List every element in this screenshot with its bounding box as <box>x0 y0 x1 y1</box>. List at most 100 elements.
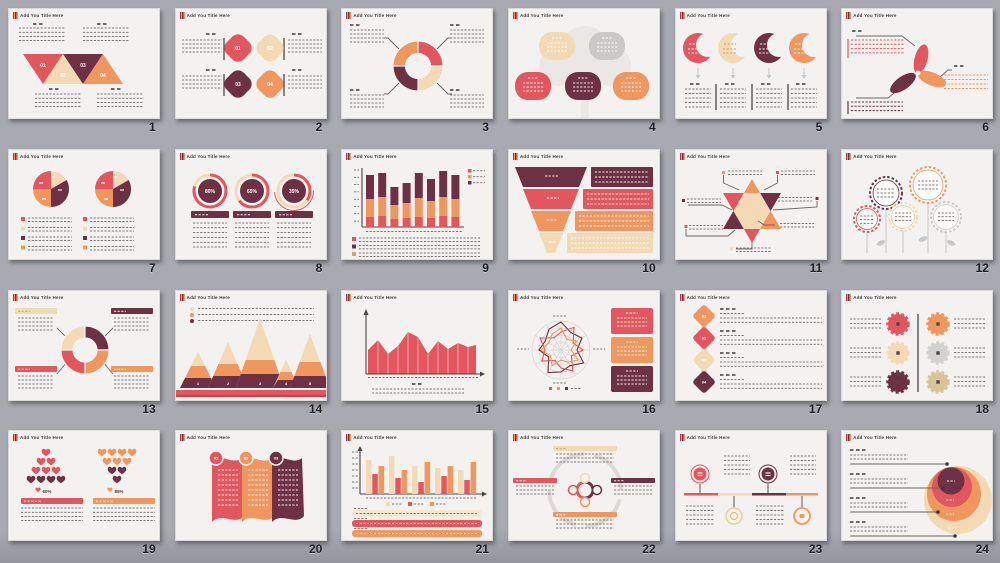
text-placeholder <box>780 170 815 175</box>
text-placeholder <box>555 453 614 463</box>
crescent-shapes <box>682 33 826 63</box>
text-placeholder <box>735 247 772 252</box>
slide-thumbnail-17[interactable]: Add You Title Here 01 02 03 04 <box>674 289 827 401</box>
title-stripe-icon <box>679 293 685 301</box>
text-placeholder <box>18 375 54 388</box>
slide-number: 11 <box>809 260 823 275</box>
title-stripe-icon <box>846 293 852 301</box>
slide-thumbnail-20[interactable]: Add You Title Here 01 02 03 <box>174 430 327 542</box>
slide-thumbnail-9[interactable]: Add You Title Here <box>341 148 494 260</box>
text-placeholder <box>234 222 269 248</box>
title-stripe-icon <box>13 152 18 160</box>
slide-thumbnail-4[interactable]: Add You Title Here <box>507 8 660 119</box>
slide-thumbnail-14[interactable]: Add You Title Here 1 2 3 4 5 <box>174 289 327 401</box>
slide-thumbnail-11[interactable]: Add You Title Here <box>674 148 827 260</box>
step-label: 04 <box>100 73 106 79</box>
tree-nodes <box>514 32 649 100</box>
text-placeholder <box>18 317 54 330</box>
text-placeholder <box>35 93 81 107</box>
text-placeholder <box>686 198 721 203</box>
slide-number: 12 <box>975 260 989 275</box>
slide-17-graphic: 01 02 03 04 <box>692 304 822 393</box>
slide-thumbnail-21[interactable]: Add You Title Here <box>341 430 494 542</box>
progress-ring-1: 80% <box>192 173 228 209</box>
slide-number: 13 <box>142 401 156 416</box>
slide-number: 19 <box>142 542 156 557</box>
slide-cell: Add You Title Here 80% 65% 35% 8 <box>167 141 334 282</box>
slide-title: Add You Title Here <box>353 294 397 300</box>
text-placeholder <box>850 318 883 328</box>
text-placeholder <box>359 252 482 257</box>
wave-banner-2: 02 <box>237 450 274 523</box>
step-label: 03 <box>235 82 241 88</box>
slide-title: Add You Title Here <box>853 153 897 159</box>
text-placeholder <box>287 75 322 89</box>
slide-thumbnail-7[interactable]: Add You Title Here <box>8 148 160 260</box>
slide-title: Add You Title Here <box>186 13 231 18</box>
slide-1-graphic: 01 02 03 04 <box>19 23 143 107</box>
slide-cell: Add You Title Here 22 <box>500 422 667 563</box>
slide-title: Add You Title Here <box>519 294 564 300</box>
slide-thumbnail-2[interactable]: Add You Title Here 01 02 03 04 <box>174 8 327 119</box>
title-stripe-icon <box>346 152 352 160</box>
slide-title: Add You Title Here <box>20 435 64 441</box>
slide-title: Add You Title Here <box>853 294 897 300</box>
slide-number: 2 <box>315 120 323 134</box>
slide-thumbnail-18[interactable]: Add You Title Here <box>841 289 994 401</box>
text-placeholder <box>850 376 883 386</box>
slide-thumbnail-6[interactable]: Add You Title Here <box>841 8 994 119</box>
percent-label: 80% <box>205 189 216 195</box>
text-placeholder <box>850 454 909 460</box>
text-placeholder <box>850 502 909 508</box>
text-placeholder <box>687 48 702 54</box>
text-placeholder <box>114 317 150 330</box>
text-placeholder <box>851 101 904 112</box>
center-cycle <box>567 473 603 508</box>
text-placeholder <box>954 347 987 357</box>
title-stripe-icon <box>346 434 352 442</box>
donut-chart <box>60 324 110 375</box>
slide-thumbnail-8[interactable]: Add You Title Here 80% 65% 35% <box>174 148 327 260</box>
legend-right <box>83 216 87 250</box>
slide-thumbnail-12[interactable]: Add You Title Here <box>841 148 994 260</box>
text-placeholder <box>851 39 906 54</box>
gear-icons <box>886 311 951 394</box>
text-placeholder <box>372 388 465 393</box>
slide-thumbnail-23[interactable]: Add You Title Here <box>674 430 827 542</box>
slide-thumbnail-22[interactable]: Add You Title Here <box>507 430 660 542</box>
hexagram-star <box>722 178 781 243</box>
title-stripe-icon <box>679 12 685 19</box>
slide-number: 1 <box>148 120 156 134</box>
slide-number: 6 <box>982 120 989 134</box>
step-label: 1 <box>197 381 200 386</box>
slide-19-graphic: 60% 85% <box>21 448 155 522</box>
text-placeholder <box>350 29 385 43</box>
wave-banner-1: 01 <box>207 450 244 523</box>
grouped-bars <box>366 456 477 495</box>
text-placeholder <box>954 376 987 386</box>
wave-banner-3: 03 <box>267 450 304 523</box>
slide-thumbnail-13[interactable]: Add You Title Here <box>8 289 160 401</box>
text-placeholder <box>789 455 816 475</box>
text-placeholder <box>850 526 909 532</box>
slide-thumbnail-24[interactable]: Add You Title Here <box>841 430 994 542</box>
text-placeholder <box>83 27 129 41</box>
slide-thumbnail-10[interactable]: Add You Title Here <box>507 148 660 260</box>
step-label: 4 <box>285 381 288 386</box>
slide-thumbnail-3[interactable]: Add You Title Here <box>341 8 494 119</box>
title-stripe-icon <box>846 12 852 19</box>
legend-left <box>21 216 25 250</box>
text-placeholder <box>515 485 554 495</box>
slide-thumbnail-15[interactable]: Add You Title Here <box>341 289 494 401</box>
title-stripe-icon <box>13 293 18 301</box>
slide-thumbnail-5[interactable]: Add You Title Here <box>674 8 827 119</box>
slide-thumbnail-19[interactable]: Add You Title Here 60% 85% <box>8 430 160 542</box>
slide-thumbnail-16[interactable]: Add You Title Here <box>507 289 660 401</box>
slide-cell: Add You Title Here 6 <box>833 0 1000 141</box>
text-placeholder <box>719 339 822 345</box>
text-placeholder <box>688 224 723 230</box>
text-placeholder <box>722 48 737 54</box>
slide-thumbnail-1[interactable]: Add You Title Here 01 02 03 04 <box>8 8 160 119</box>
slide-number: 3 <box>482 120 489 134</box>
